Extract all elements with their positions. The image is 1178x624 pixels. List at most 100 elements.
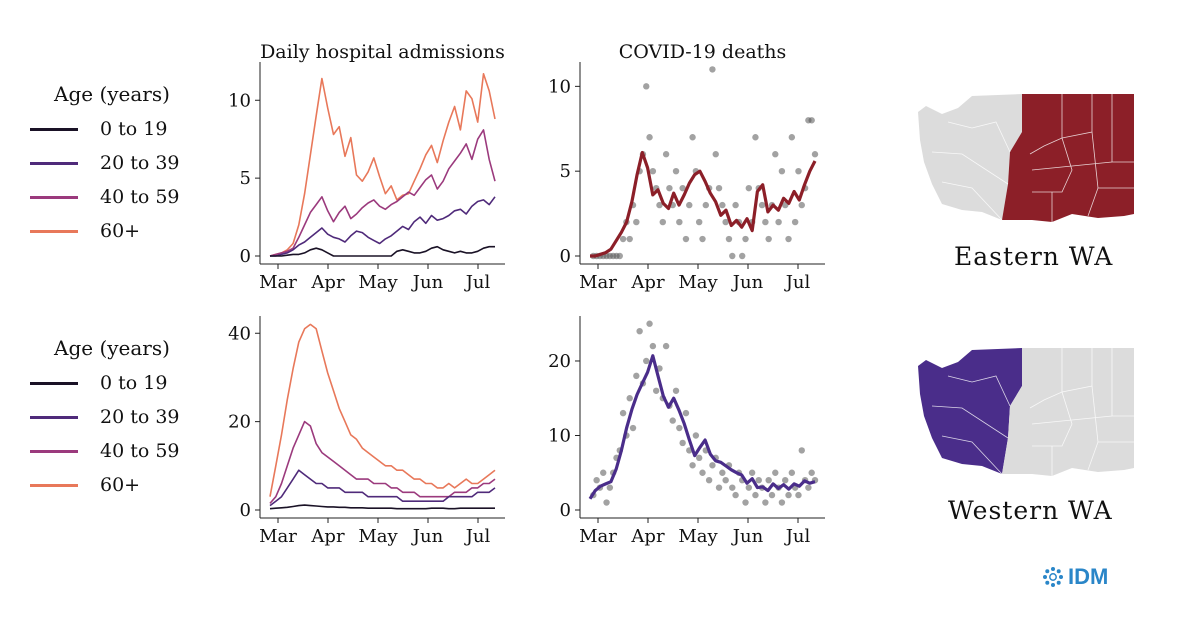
legend-label: 40 to 59 [100, 186, 180, 208]
data-point [692, 432, 700, 439]
data-point [772, 469, 779, 476]
data-point [646, 320, 653, 327]
legend-label: 20 to 39 [100, 152, 180, 174]
legend-swatch [30, 449, 78, 453]
x-tick-label: Apr [630, 272, 665, 293]
x-tick-label: May [358, 272, 398, 293]
data-point [699, 469, 706, 476]
data-point [722, 218, 729, 226]
x-tick-label: Jul [464, 526, 491, 547]
y-tick-label: 5 [560, 161, 571, 182]
data-point [682, 409, 690, 417]
series-line [588, 354, 816, 500]
data-point [722, 476, 729, 484]
data-point [679, 184, 686, 192]
data-point [791, 218, 799, 226]
series-line [269, 469, 496, 507]
legend-item: 20 to 39 [30, 400, 210, 434]
data-point [778, 167, 786, 175]
y-tick-label: 5 [240, 168, 251, 189]
data-point [788, 469, 796, 476]
data-point [805, 484, 812, 491]
legend-item: 0 to 19 [30, 366, 210, 400]
data-point [729, 484, 736, 491]
map-caption-west: Western WA [948, 496, 1113, 525]
data-point [643, 357, 650, 365]
data-point [709, 462, 716, 469]
x-tick-label: Jul [464, 272, 491, 293]
chart-west-deaths: 0 10 20 Mar Apr May Jun Jul [548, 316, 825, 547]
x-tick-label: Mar [579, 526, 617, 547]
legend-title: Age (years) [54, 82, 170, 106]
map-county-lines [931, 348, 1134, 476]
series-line [270, 196, 496, 257]
data-point [689, 462, 696, 469]
x-tick-label: Jul [784, 526, 811, 547]
legend-item: 40 to 59 [30, 180, 210, 214]
x-tick-label: Mar [259, 272, 297, 293]
data-point [672, 167, 680, 175]
idm-logo-text: IDM [1068, 564, 1109, 589]
data-point [762, 218, 769, 226]
data-point [659, 218, 666, 226]
legend-label: 60+ [100, 220, 141, 242]
data-point [603, 499, 610, 506]
data-point [785, 235, 792, 243]
series-line [269, 323, 496, 497]
y-tick-label: 0 [560, 500, 571, 521]
data-point [752, 134, 759, 141]
legend-item: 40 to 59 [30, 434, 210, 468]
x-tick-label: May [678, 526, 718, 547]
data-point [662, 342, 670, 350]
map-west-region [918, 348, 1022, 474]
chart-title: COVID-19 deaths [619, 41, 787, 63]
data-point [689, 134, 696, 141]
data-point [742, 235, 749, 243]
y-tick-label: 0 [240, 500, 251, 521]
data-point [715, 184, 723, 192]
data-point [719, 201, 726, 209]
data-point [811, 151, 819, 158]
data-point [672, 387, 680, 394]
map-western-wa [918, 348, 1134, 476]
data-point [616, 252, 623, 260]
legend-item: 20 to 39 [30, 146, 210, 180]
data-point [712, 151, 719, 158]
y-tick-label: 0 [240, 246, 251, 267]
map-eastern-wa [918, 94, 1134, 222]
x-tick-label: Mar [259, 526, 297, 547]
legend-top: Age (years) 0 to 19 20 to 39 40 to 59 60… [30, 82, 210, 248]
data-point [649, 342, 657, 350]
x-tick-label: Mar [579, 272, 617, 293]
data-point [739, 252, 746, 260]
chart-west-admissions: 0 20 40 Mar Apr May Jun Jul [228, 316, 505, 547]
chart-title: Daily hospital admissions [260, 41, 505, 63]
data-point [775, 218, 782, 226]
data-point [765, 235, 772, 243]
data-point [662, 151, 670, 158]
data-point [732, 491, 739, 499]
y-tick-label: 10 [548, 425, 571, 446]
data-point [636, 327, 643, 335]
data-point [702, 201, 710, 209]
x-tick-label: May [358, 526, 398, 547]
legend-swatch [30, 229, 78, 233]
data-point [782, 476, 789, 484]
x-tick-label: Apr [630, 526, 665, 547]
data-point [798, 447, 805, 454]
legend-swatch [30, 483, 78, 487]
data-point [755, 476, 762, 484]
x-tick-label: Jun [731, 272, 764, 293]
data-point [600, 469, 607, 476]
series-line [269, 72, 496, 257]
y-tick-label: 40 [228, 323, 251, 344]
data-point [699, 235, 706, 243]
map-west-region [918, 94, 1022, 220]
chart-east-deaths: COVID-19 deaths 0 5 10 Mar Apr May Jun Jul [548, 41, 825, 293]
data-point [652, 387, 660, 394]
legend-item: 0 to 19 [30, 112, 210, 146]
idm-logo: IDM [1042, 564, 1108, 590]
x-tick-label: Jun [411, 272, 444, 293]
data-point [695, 454, 703, 462]
legend-label: 0 to 19 [100, 372, 168, 394]
